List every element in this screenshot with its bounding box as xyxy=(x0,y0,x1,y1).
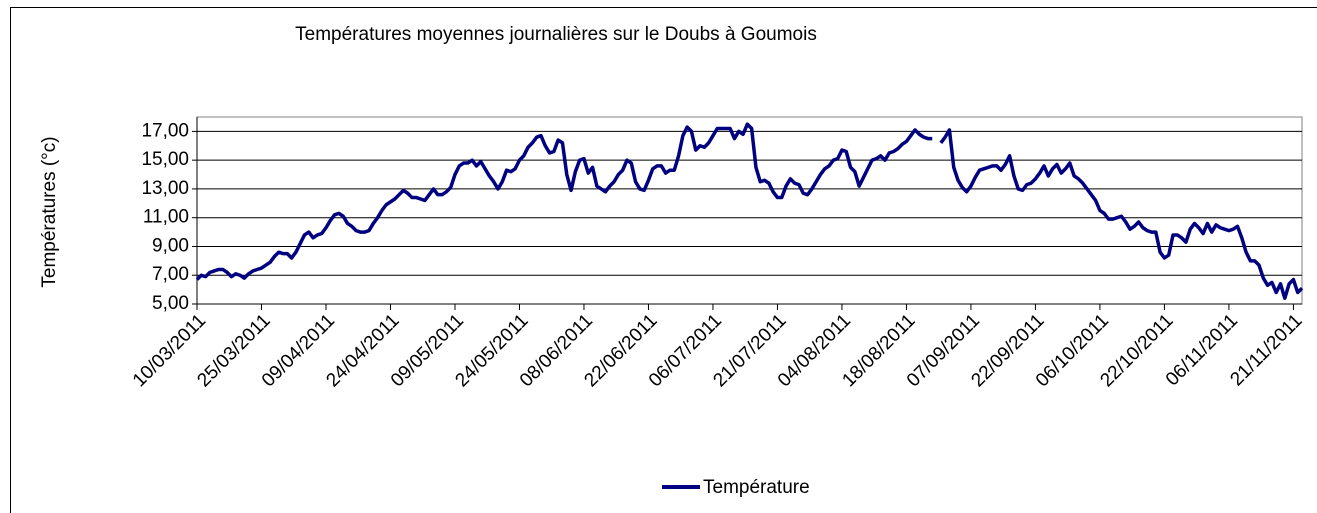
y-tick-label: 7,00 xyxy=(152,264,189,285)
series-line xyxy=(195,122,1304,300)
y-tick-label: 13,00 xyxy=(141,178,189,199)
y-axis-label: Températures (°c) xyxy=(39,136,60,287)
y-tick-label: 9,00 xyxy=(152,235,189,256)
y-tick-label: 17,00 xyxy=(141,120,189,141)
y-tick-label: 15,00 xyxy=(141,149,189,170)
plot-area xyxy=(196,116,1303,305)
chart-title: Températures moyennes journalières sur l… xyxy=(295,24,817,45)
legend-label: Température xyxy=(703,477,810,498)
y-tick-label: 5,00 xyxy=(152,293,189,314)
y-tick-label: 11,00 xyxy=(143,207,189,228)
